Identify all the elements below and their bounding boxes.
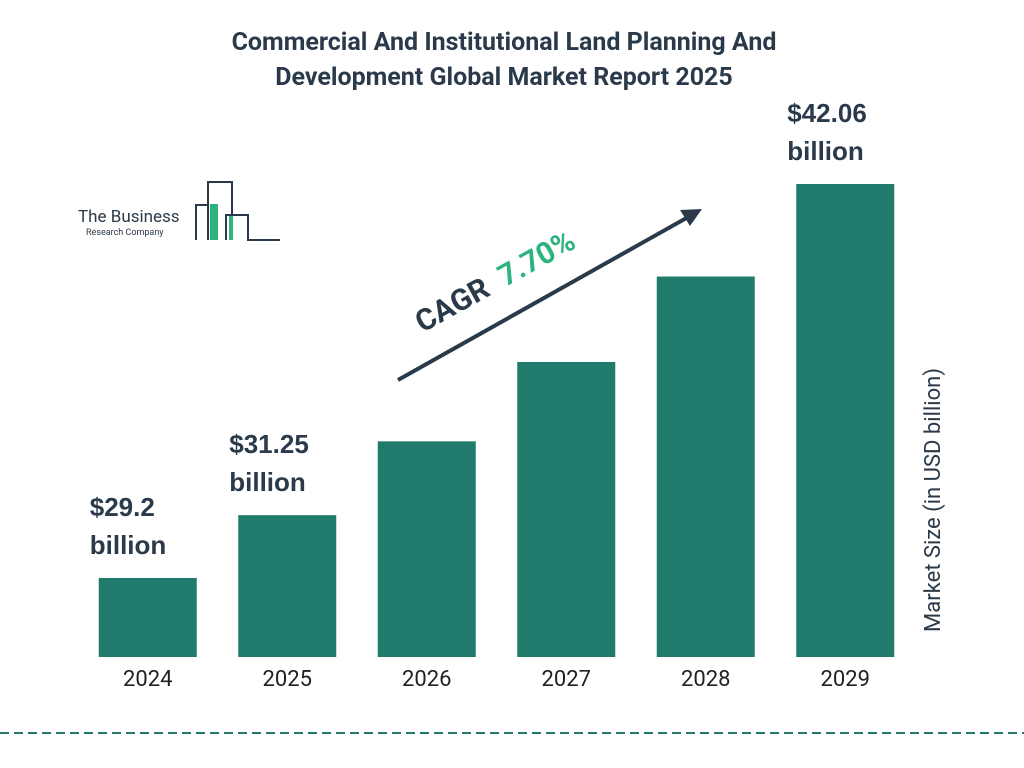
bar [238, 515, 337, 657]
x-tick-label: 2029 [821, 667, 870, 692]
x-tick-label: 2026 [402, 667, 451, 692]
cagr-arrowhead [680, 209, 702, 226]
cagr-label: CAGR [409, 271, 495, 340]
y-axis-label: Market Size (in USD billion) [921, 368, 946, 632]
value-label: $42.06 billion [787, 98, 867, 166]
value-label: $29.2 billion [89, 491, 167, 560]
x-tick-label: 2025 [263, 667, 312, 692]
bar [517, 361, 616, 657]
logo-subtext: Research Company [86, 228, 164, 238]
chart-title: Commercial And Institutional Land Planni… [232, 28, 777, 92]
cagr-arrow [397, 214, 691, 382]
value-label: $31.25 billion [229, 429, 309, 498]
x-tick-label: 2024 [123, 667, 172, 692]
x-tick-label: 2028 [681, 667, 730, 692]
bar [796, 184, 895, 657]
bar [98, 577, 197, 657]
bar [656, 276, 755, 657]
bar [377, 441, 476, 657]
logo: The Business Research Company [78, 181, 280, 241]
x-tick-label: 2027 [542, 667, 591, 692]
logo-text: The Business [78, 207, 180, 227]
cagr-annotation: CAGR 7.70% [409, 223, 581, 340]
